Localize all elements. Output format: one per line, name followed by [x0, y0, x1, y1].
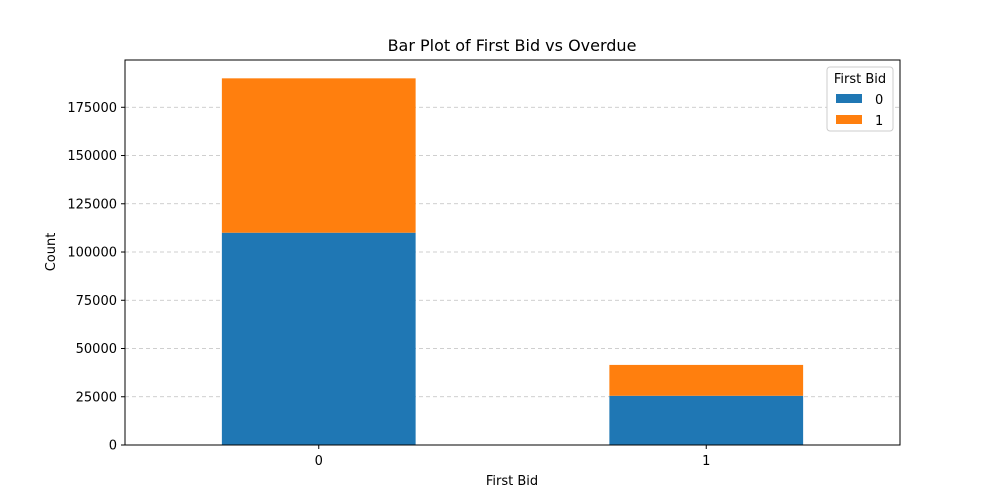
x-tick-label: 0: [315, 454, 323, 469]
legend: First Bid 0 1: [826, 66, 894, 132]
bar-series: [221, 78, 804, 445]
y-tick-label: 150000: [67, 149, 117, 164]
y-tick-label: 100000: [67, 246, 117, 261]
bar-segment-1-series-0: [609, 395, 804, 445]
y-tick-label: 125000: [67, 197, 117, 212]
y-axis-title: Count: [44, 233, 59, 272]
y-tick-label: 175000: [67, 101, 117, 116]
y-tick-label: 25000: [76, 390, 117, 405]
legend-title: First Bid: [834, 72, 886, 87]
y-tick-label: 75000: [76, 294, 117, 309]
y-axis-ticks: 0 25000 50000 75000 100000 125000 150000 175000: [67, 101, 125, 454]
x-axis-title: First Bid: [486, 474, 538, 489]
y-tick-label: 50000: [76, 342, 117, 357]
legend-swatch-series-1: [836, 115, 862, 124]
bar-segment-1-series-1: [609, 364, 804, 396]
x-tick-label: 1: [702, 454, 710, 469]
chart-title: Bar Plot of First Bid vs Overdue: [388, 36, 637, 55]
legend-label-series-1: 1: [875, 114, 883, 129]
legend-swatch-series-0: [836, 94, 862, 103]
legend-label-series-0: 0: [875, 93, 883, 108]
bar-segment-0-series-0: [221, 232, 416, 445]
y-tick-label: 0: [109, 439, 117, 454]
bar-segment-0-series-1: [221, 78, 416, 233]
